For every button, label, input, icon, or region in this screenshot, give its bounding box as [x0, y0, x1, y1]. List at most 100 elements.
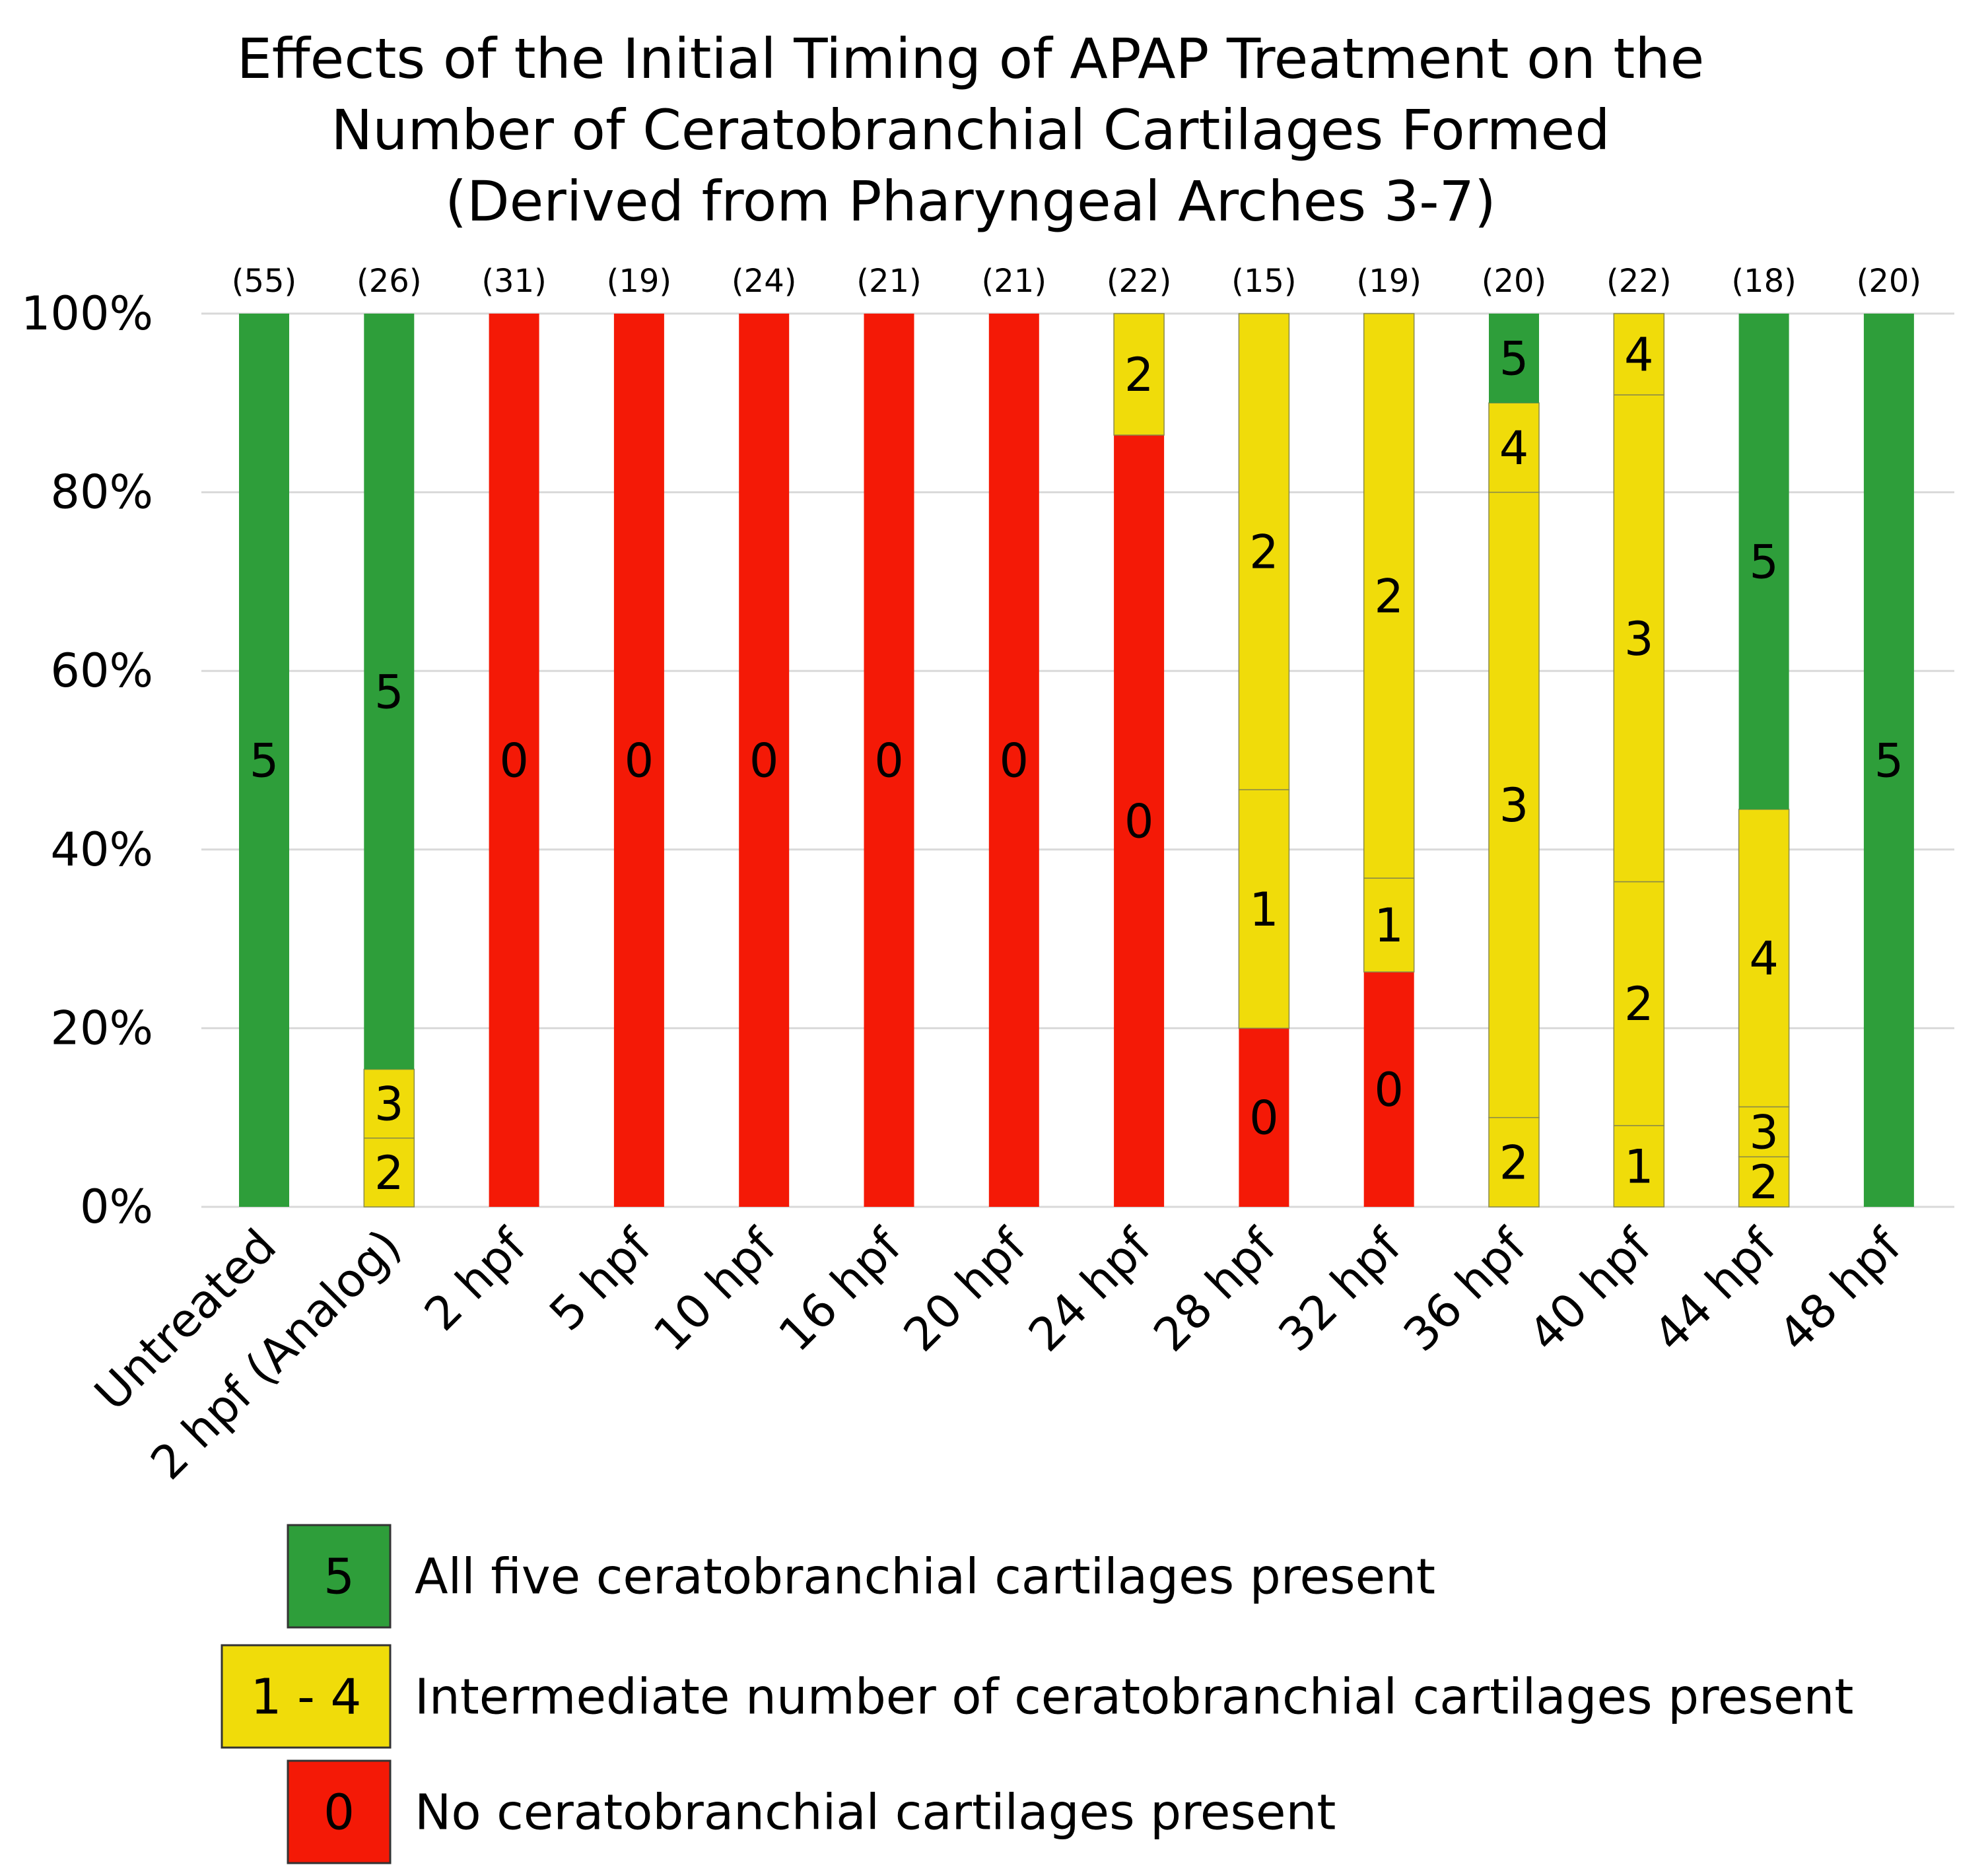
sample-size-label: (31) — [481, 263, 547, 300]
bar-segment — [239, 314, 289, 1207]
segment-label: 2 — [1124, 348, 1154, 402]
sample-size-label: (19) — [607, 263, 672, 300]
sample-size-label: (21) — [982, 263, 1047, 300]
segment-label: 3 — [1624, 612, 1654, 666]
legend-entry: 5 All five ceratobranchial cartilages pre… — [287, 1524, 1435, 1629]
legend-entry: 0 No ceratobranchial cartilages present — [287, 1759, 1336, 1864]
segment-label: 0 — [749, 734, 779, 788]
bar-segment — [1738, 1156, 1790, 1208]
y-tick-label: 0% — [80, 1180, 153, 1234]
sample-size-label: (18) — [1731, 263, 1797, 300]
bar-stack: 5 — [239, 314, 289, 1207]
bar-segment — [1738, 314, 1789, 809]
bar-segment — [1239, 1028, 1289, 1207]
x-tick-label: 24 hpf — [1018, 1218, 1162, 1362]
y-tick-label: 80% — [50, 465, 153, 520]
legend-swatch-label: 0 — [324, 1785, 355, 1841]
x-tick-label: 10 hpf — [643, 1218, 787, 1362]
bar-segment — [1613, 313, 1665, 395]
segment-label: 5 — [1499, 332, 1529, 386]
segment-label: 5 — [1749, 535, 1779, 589]
bar-stack: 2 3 4 5 — [1488, 314, 1540, 1208]
chart-title-line-1: Effects of the Initial Timing of APAP Tr… — [237, 26, 1705, 91]
segment-label: 2 — [1749, 1155, 1779, 1209]
segment-label: 2 — [374, 1146, 404, 1200]
segment-label: 4 — [1499, 421, 1529, 475]
x-tick-label: 40 hpf — [1518, 1218, 1662, 1362]
y-axis-ticks: 0% 20% 40% 60% 80% 100% — [21, 287, 153, 1234]
bar-stack: 2 3 5 — [363, 314, 415, 1208]
y-tick-label: 20% — [50, 1001, 153, 1055]
x-tick-label: 32 hpf — [1268, 1218, 1412, 1362]
bar-segment — [1113, 313, 1165, 436]
chart-title-line-2: Number of Ceratobranchial Cartilages For… — [331, 98, 1610, 162]
segment-label: 0 — [874, 734, 904, 788]
legend: 5 All five ceratobranchial cartilages pre… — [221, 1524, 1853, 1864]
sample-size-label: (22) — [1606, 263, 1672, 300]
bar-segment — [1114, 435, 1165, 1207]
legend-swatch — [287, 1759, 392, 1864]
sample-size-label: (20) — [1482, 263, 1547, 300]
segment-label: 3 — [1749, 1105, 1779, 1159]
bar-stack: 0 — [613, 314, 664, 1207]
bar-segment — [1363, 877, 1415, 972]
legend-swatch — [287, 1524, 392, 1629]
bar-stack: 5 — [1863, 314, 1914, 1207]
segment-label: 3 — [1499, 778, 1529, 833]
segment-label: 5 — [374, 665, 404, 719]
bar-stack: 0 — [988, 314, 1039, 1207]
chart-title: Effects of the Initial Timing of APAP Tr… — [237, 26, 1705, 234]
bar-segment — [1363, 313, 1415, 879]
bar-segment — [988, 314, 1039, 1207]
bar-segment — [1613, 881, 1665, 1126]
segment-label: 0 — [1374, 1063, 1404, 1117]
x-tick-label: 16 hpf — [769, 1218, 912, 1362]
bar-stack: 23 4 5 — [1738, 314, 1790, 1209]
segment-label: 4 — [1749, 932, 1779, 986]
bar-segment — [364, 314, 415, 1070]
sample-size-label: (20) — [1857, 263, 1922, 300]
segment-label: 4 — [1624, 328, 1654, 382]
sample-size-labels: (55) (26) (31) (19) (24) (21) (21) (22) (15) (19)… — [232, 263, 1921, 300]
sample-size-label: (22) — [1107, 263, 1172, 300]
bar-segment — [1488, 402, 1540, 493]
segment-label: 5 — [250, 734, 279, 788]
legend-entry: 1 - 4 Intermediate number of ceratobranch… — [221, 1644, 1853, 1749]
segment-label: 0 — [1249, 1091, 1279, 1145]
segment-label: 0 — [499, 734, 529, 788]
x-tick-label: 20 hpf — [893, 1218, 1037, 1362]
segment-label: 1 — [1249, 883, 1279, 937]
bar-stack: 0 1 2 — [1238, 313, 1290, 1207]
bar-segment — [739, 314, 790, 1207]
bar-segment — [1238, 789, 1290, 1029]
segment-label: 2 — [1624, 977, 1654, 1031]
y-tick-label: 100% — [21, 287, 153, 341]
x-tick-label: 28 hpf — [1144, 1218, 1287, 1362]
segment-label: 1 — [1624, 1140, 1654, 1194]
legend-label: Intermediate number of ceratobranchial c… — [415, 1669, 1853, 1726]
bar-segment — [1613, 1125, 1665, 1208]
segment-label: 0 — [625, 734, 654, 788]
segment-label: 2 — [1499, 1136, 1529, 1190]
y-tick-label: 40% — [50, 823, 153, 877]
x-tick-label: 48 hpf — [1768, 1218, 1912, 1362]
x-tick-label: 36 hpf — [1393, 1218, 1537, 1362]
bar-segment — [1363, 972, 1414, 1207]
bar-segment — [363, 1138, 415, 1208]
bar-stack: 0 — [739, 314, 790, 1207]
bar-segment — [864, 314, 914, 1207]
bar-segment — [1489, 314, 1539, 403]
y-tick-label: 60% — [50, 644, 153, 698]
bar-stack: 0 — [864, 314, 914, 1207]
sample-size-label: (26) — [357, 263, 422, 300]
chart-title-line-3: (Derived from Pharyngeal Arches 3-7) — [445, 169, 1496, 234]
segment-label: 3 — [374, 1077, 404, 1132]
bar-segment — [489, 314, 539, 1207]
legend-swatch-label: 1 - 4 — [251, 1669, 362, 1726]
legend-swatch — [221, 1644, 392, 1749]
x-tick-label: 2 hpf — [414, 1218, 537, 1341]
gridlines — [201, 312, 1954, 1208]
